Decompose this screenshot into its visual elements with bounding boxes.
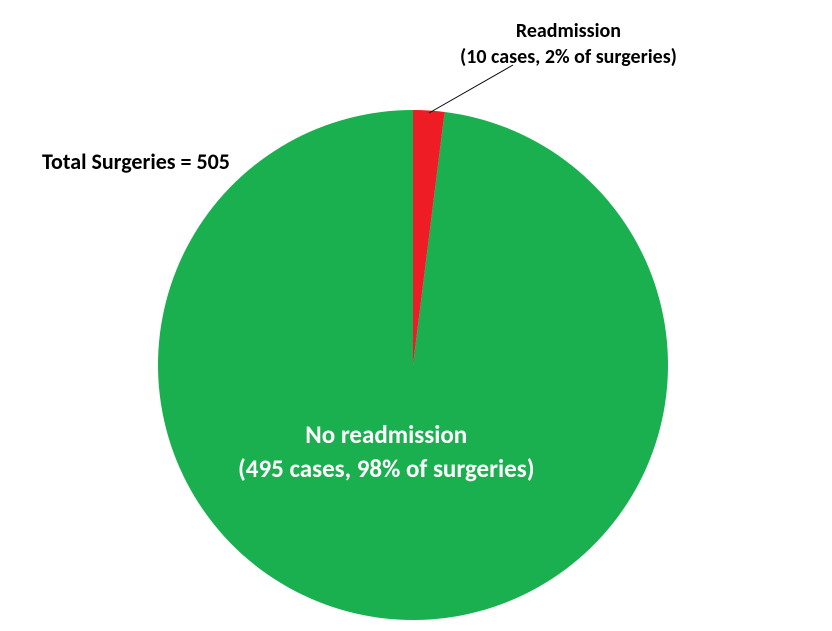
chart-container: { "chart": { "type": "pie", "background_… <box>0 0 832 631</box>
readmission-callout-label: Readmission (10 cases, 2% of surgeries) <box>460 18 677 70</box>
readmission-label-line2: (10 cases, 2% of surgeries) <box>460 45 677 69</box>
no-readmission-center-label: No readmission (495 cases, 98% of surger… <box>238 418 534 486</box>
readmission-label-line1: Readmission <box>516 19 621 43</box>
no-readmission-label-line1: No readmission <box>305 419 467 450</box>
no-readmission-label-line2: (495 cases, 98% of surgeries) <box>238 453 534 484</box>
total-surgeries-label: Total Surgeries = 505 <box>42 148 230 175</box>
readmission-leader-line <box>0 0 832 631</box>
